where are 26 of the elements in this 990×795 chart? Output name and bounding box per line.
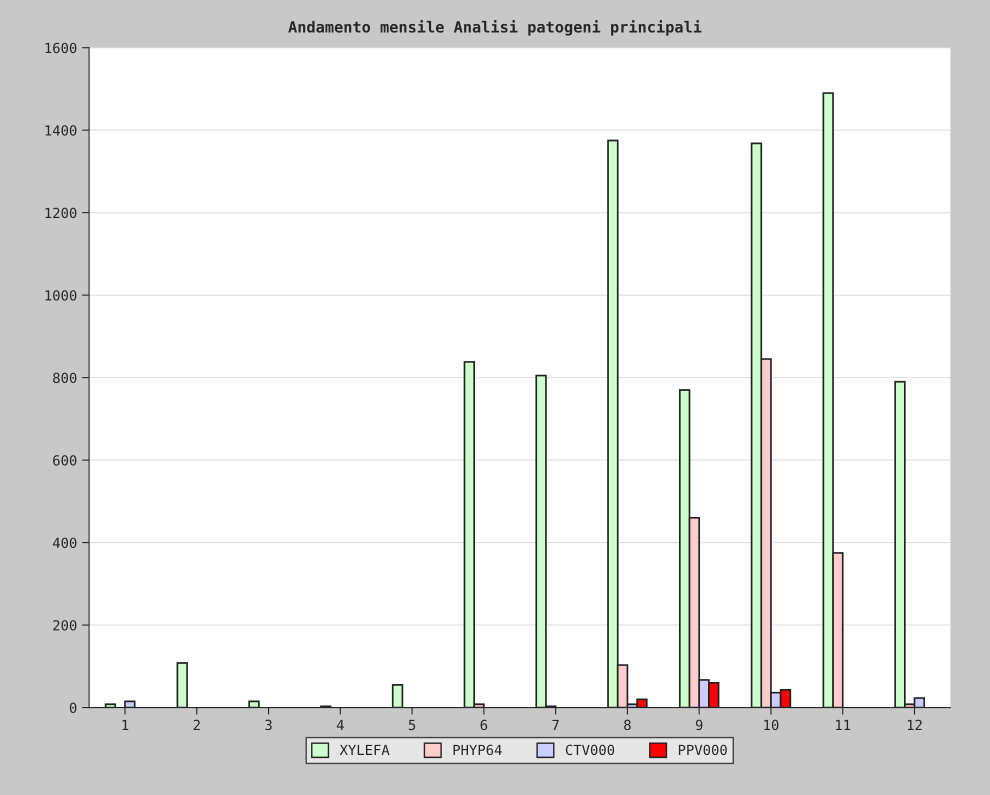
x-tick-label: 4 <box>336 720 344 730</box>
legend-label: CTV000 <box>566 744 614 756</box>
legend-label: PHYP64 <box>454 744 502 756</box>
x-tick-label: 9 <box>696 720 702 730</box>
x-tick-label: 1 <box>122 720 128 730</box>
y-tick-label: 600 <box>53 455 76 466</box>
chart-title: Andamento mensile Analisi patogeni principali <box>288 20 702 36</box>
legend-label: PPV000 <box>678 744 727 756</box>
y-tick-label: 1400 <box>46 125 76 136</box>
x-tick-label: 2 <box>194 720 200 730</box>
y-tick-label: 1600 <box>46 42 76 54</box>
y-tick-label: 400 <box>52 538 76 548</box>
x-tick-label: 7 <box>552 720 559 730</box>
x-tick-label: 12 <box>908 720 922 730</box>
x-tick-label: 3 <box>265 720 272 730</box>
x-tick-label: 6 <box>480 720 488 730</box>
x-tick-label: 11 <box>836 720 850 730</box>
y-tick-label: 0 <box>70 702 76 714</box>
y-tick-label: 1200 <box>46 208 76 218</box>
x-tick-label: 10 <box>764 720 778 730</box>
legend-label: XYLEFA <box>340 744 390 755</box>
x-tick-label: 5 <box>408 720 416 730</box>
y-tick-label: 1000 <box>46 290 76 301</box>
x-tick-label: 8 <box>624 720 631 730</box>
y-tick-label: 800 <box>53 372 76 384</box>
y-tick-label: 200 <box>53 620 76 631</box>
